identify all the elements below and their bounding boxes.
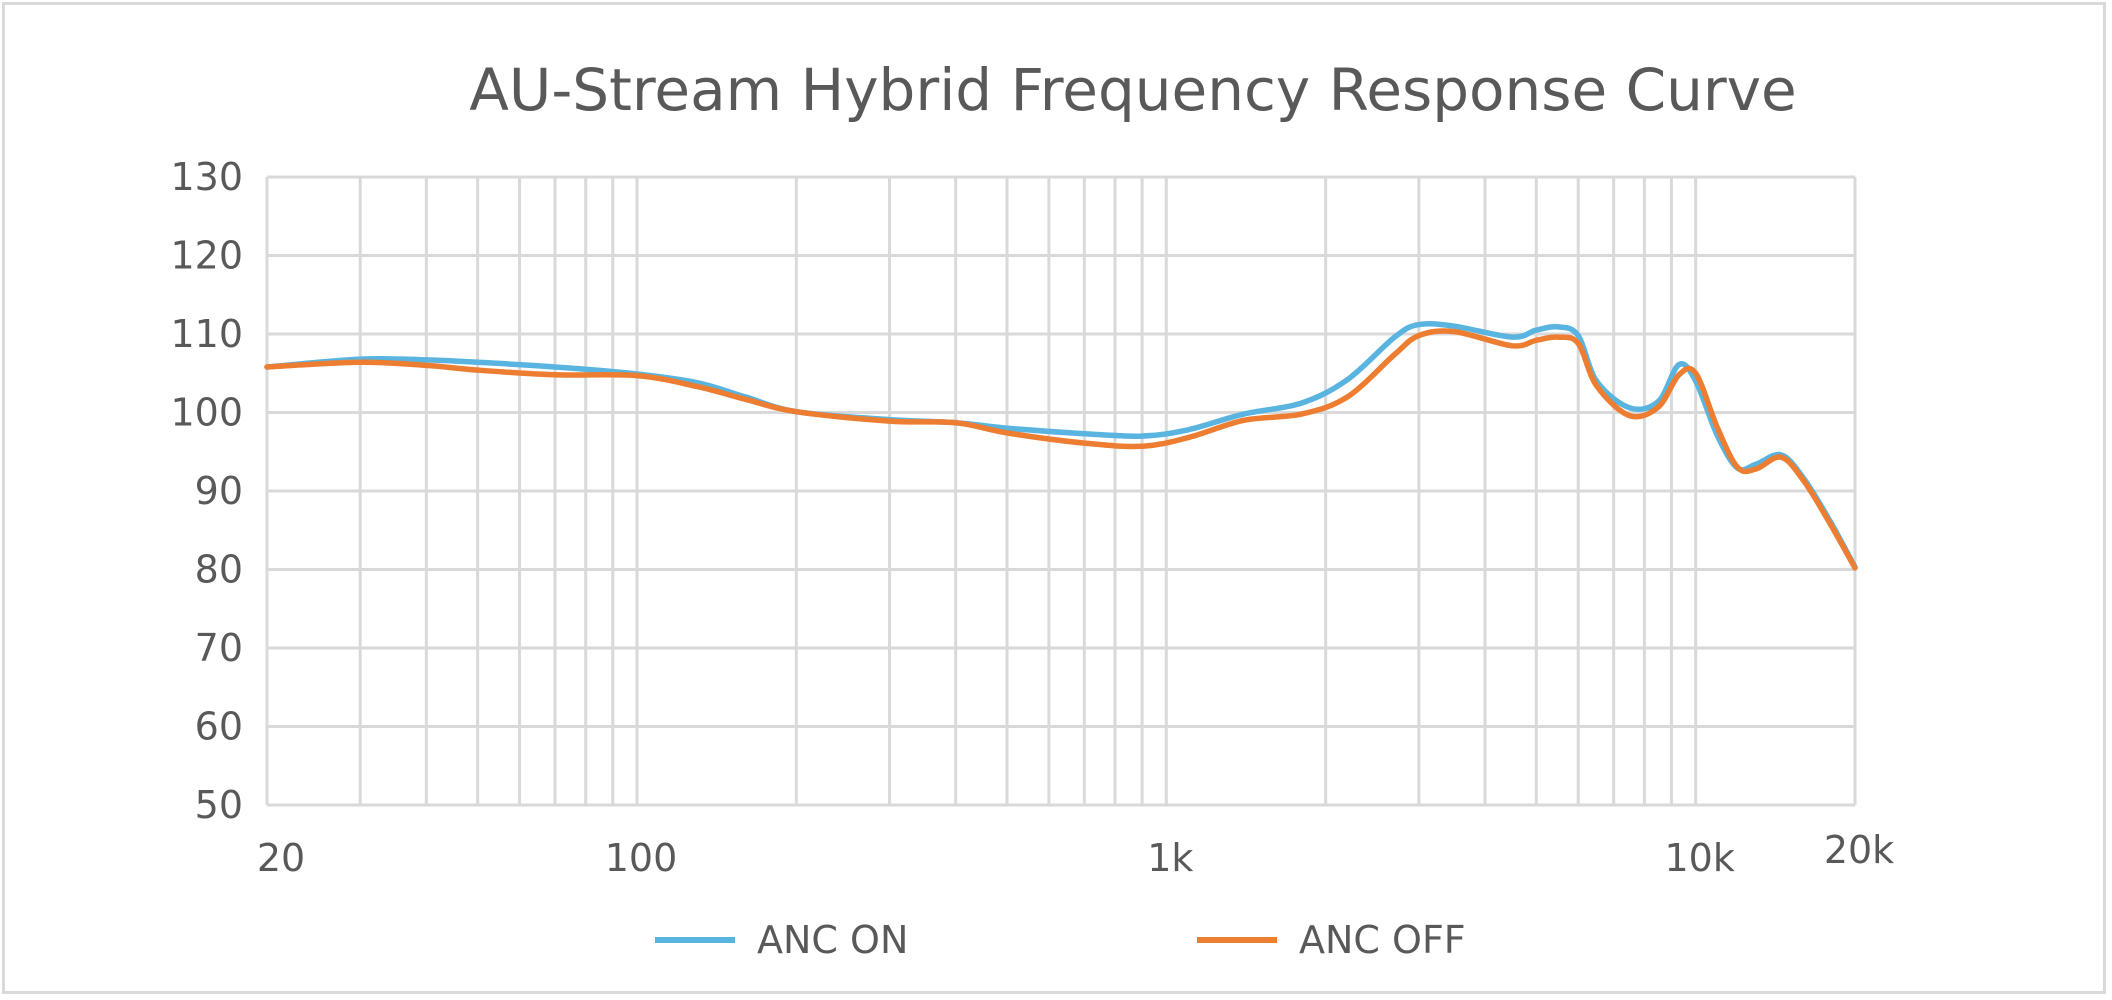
x-axis-ticks: 20 100 1k 10k 20k	[257, 828, 1894, 880]
y-tick-label: 130	[170, 155, 243, 199]
legend-label: ANC OFF	[1299, 918, 1466, 962]
y-tick-label: 110	[170, 312, 243, 356]
legend-item-anc-on: ANC ON	[655, 918, 908, 962]
legend: ANC ON ANC OFF	[655, 918, 1466, 962]
y-tick-label: 100	[170, 391, 243, 435]
legend-item-anc-off: ANC OFF	[1197, 918, 1466, 962]
x-tick-label: 20k	[1824, 828, 1894, 872]
x-tick-label: 100	[605, 836, 678, 880]
series-line-anc-on	[264, 320, 1858, 570]
y-tick-label: 70	[195, 626, 243, 670]
y-tick-label: 50	[195, 783, 243, 827]
series-lines	[264, 320, 1858, 571]
y-tick-label: 90	[195, 469, 243, 513]
x-tick-label: 1k	[1147, 836, 1193, 880]
y-tick-label: 60	[195, 705, 243, 749]
legend-label: ANC ON	[757, 918, 908, 962]
y-tick-label: 120	[170, 234, 243, 278]
x-tick-label: 10k	[1664, 836, 1734, 880]
grid-lines	[265, 175, 1857, 807]
x-tick-label: 20	[257, 836, 305, 880]
y-tick-label: 80	[195, 548, 243, 592]
y-axis-ticks: 50 60 70 80 90 100 110 120 130	[170, 155, 243, 827]
series-line-anc-off	[264, 328, 1858, 571]
chart-title: AU-Stream Hybrid Frequency Response Curv…	[469, 56, 1797, 124]
line-chart: AU-Stream Hybrid Frequency Response Curv…	[170, 56, 1894, 962]
